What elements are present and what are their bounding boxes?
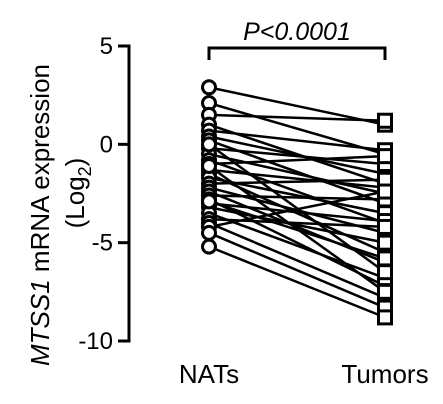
y-tick-label: 5	[100, 33, 113, 60]
tumor-point	[377, 234, 393, 251]
pair-line	[208, 202, 386, 223]
pair-line	[208, 113, 386, 122]
x-axis-labels: NATs Tumors	[179, 359, 429, 389]
y-axis-unit-subscript: 2	[75, 166, 95, 176]
significance-bracket-line	[207, 46, 387, 60]
pair-line	[208, 86, 386, 126]
y-tick-label: -5	[92, 230, 113, 257]
pair-line	[208, 152, 386, 195]
y-axis-title-line1: MTSS1 mRNA expression	[25, 64, 55, 366]
y-axis-gene-name: MTSS1	[25, 279, 55, 366]
data-points	[201, 79, 393, 326]
y-axis-title-rest: mRNA expression	[25, 64, 55, 279]
p-value-symbol: P	[243, 18, 260, 46]
y-axis-unit-prefix: (Log	[60, 176, 90, 228]
pair-line	[208, 129, 386, 152]
p-value-label: P<0.0001	[243, 18, 351, 46]
pair-line	[208, 178, 386, 185]
pair-line	[208, 101, 386, 156]
pair-line	[208, 245, 386, 319]
tumor-point	[377, 148, 393, 165]
tumor-point	[377, 250, 393, 267]
pair-line	[208, 221, 386, 299]
nat-point	[201, 193, 217, 210]
tumor-point	[377, 283, 393, 300]
x-category-label: Tumors	[341, 359, 428, 389]
y-axis-unit-suffix: )	[60, 158, 90, 167]
pair-line	[208, 231, 386, 309]
nat-point	[201, 157, 217, 174]
pair-line	[208, 200, 386, 260]
nat-point	[201, 136, 217, 153]
significance-bracket: P<0.0001	[207, 18, 387, 60]
tumor-point	[377, 264, 393, 281]
nat-point	[201, 238, 217, 255]
p-value-threshold: <0.0001	[260, 18, 351, 46]
pair-line	[208, 194, 386, 201]
nat-point	[201, 224, 217, 241]
tumor-point	[377, 218, 393, 235]
pair-line	[208, 143, 386, 274]
pair-lines	[208, 86, 386, 319]
y-tick-label: 0	[100, 131, 113, 158]
tumor-point	[377, 309, 393, 326]
pair-line	[208, 211, 386, 280]
pair-line	[208, 154, 386, 166]
y-axis-ticks: 5 0 -5 -10	[78, 33, 129, 355]
y-axis-title-line2: (Log2)	[60, 158, 95, 229]
tumor-point	[377, 183, 393, 200]
y-tick-label: -10	[78, 328, 113, 355]
tumor-point	[377, 112, 393, 129]
pair-line	[208, 206, 386, 244]
x-category-label: NATs	[179, 359, 239, 389]
pair-line	[208, 147, 386, 166]
pair-line	[208, 168, 386, 189]
nat-point	[201, 79, 217, 96]
pair-line	[208, 158, 386, 225]
